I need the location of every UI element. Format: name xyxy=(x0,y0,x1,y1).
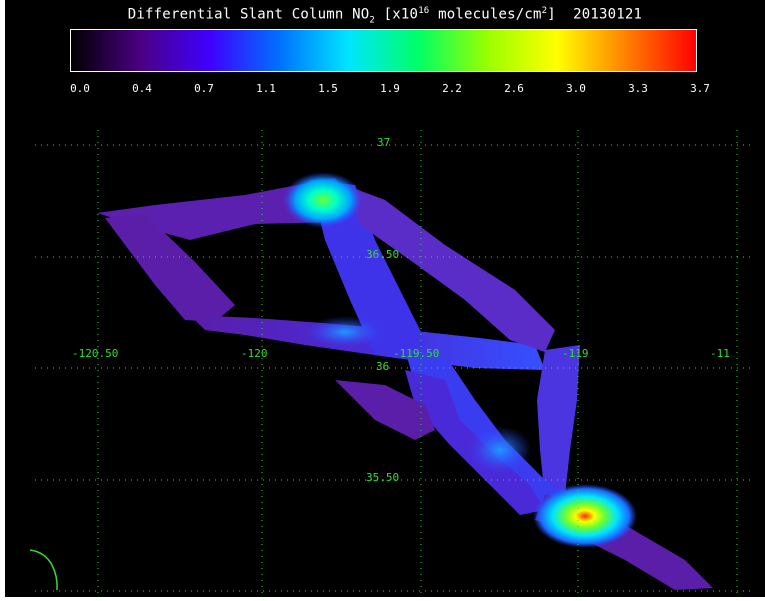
lon-label-119: -119 xyxy=(562,347,589,360)
title-prefix: Differential Slant Column NO xyxy=(127,6,370,23)
map-canvas: 37 36.50 36 35.50 -120.50 -120 -119.50 -… xyxy=(29,130,750,595)
lon-label-118: -11 xyxy=(710,347,730,360)
colorbar-label-8: 3.0 xyxy=(566,82,586,95)
hotspot-middle xyxy=(305,316,385,348)
colorbar-label-7: 2.6 xyxy=(504,82,524,95)
lon-label-119-50: -119.50 xyxy=(393,347,439,360)
colorbar-label-4: 1.5 xyxy=(318,82,338,95)
coastline xyxy=(29,549,58,591)
lon-label-120: -120 xyxy=(241,347,268,360)
colorbar-label-9: 3.3 xyxy=(628,82,648,95)
colorbar-label-1: 0.4 xyxy=(132,82,152,95)
swath-west-diagonal xyxy=(105,214,235,322)
title-units-exp: 2 xyxy=(541,6,548,16)
lat-label-36: 36 xyxy=(376,360,389,373)
title-units-close: ] xyxy=(547,6,556,23)
plot-area: Differential Slant Column NO2 [x1016 mol… xyxy=(5,0,765,597)
hotspot-south xyxy=(533,484,637,548)
lon-label-120-50: -120.50 xyxy=(72,347,118,360)
lat-label-37: 37 xyxy=(377,136,390,149)
swath-northeast xyxy=(345,185,555,352)
swath-east-vertical xyxy=(537,345,580,500)
title-units-open: [x10 xyxy=(375,6,419,23)
colorbar-label-3: 1.1 xyxy=(256,82,276,95)
hotspot-north xyxy=(283,172,363,228)
title-subscript: 2 xyxy=(369,15,376,26)
title-date: 20130121 xyxy=(573,6,643,23)
title-units-mid: molecules/cm xyxy=(429,6,542,23)
lat-label-35-50: 35.50 xyxy=(366,471,399,484)
colorbar-label-10: 3.7 xyxy=(690,82,710,95)
plot-title: Differential Slant Column NO2 [x1016 mol… xyxy=(5,6,765,25)
swath-west-tail xyxy=(335,380,435,440)
hotspot-central xyxy=(468,426,532,474)
no2-hotspots xyxy=(283,172,637,548)
graticule xyxy=(35,130,750,595)
title-exponent: 16 xyxy=(418,6,430,16)
colorbar-label-0: 0.0 xyxy=(70,82,90,95)
colorbar-label-2: 0.7 xyxy=(194,82,214,95)
colorbar-label-5: 1.9 xyxy=(380,82,400,95)
colorbar xyxy=(70,29,697,72)
colorbar-label-6: 2.2 xyxy=(442,82,462,95)
lat-label-36-50: 36.50 xyxy=(366,248,399,261)
